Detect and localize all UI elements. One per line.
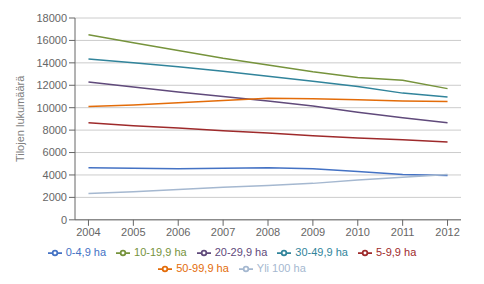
svg-text:0: 0 [61, 214, 67, 226]
svg-text:2000: 2000 [43, 191, 67, 203]
svg-text:16000: 16000 [36, 34, 67, 46]
html-text:0-4,9 ha: 0-4,9 ha [65, 245, 107, 258]
svg-text:2010: 2010 [346, 226, 370, 238]
svg-text:18000: 18000 [36, 12, 67, 24]
svg-text:2005: 2005 [121, 226, 145, 238]
html-text:50-99,9 ha: 50-99,9 ha [176, 261, 229, 274]
html-text:20-29,9 ha: 20-29,9 ha [214, 245, 268, 258]
svg-text:2012: 2012 [435, 226, 459, 238]
svg-text:2011: 2011 [391, 226, 415, 238]
svg-text:Tilojen lukumäärä: Tilojen lukumäärä [14, 75, 26, 162]
html-text:5-9,9 ha: 5-9,9 ha [375, 245, 417, 258]
svg-text:2007: 2007 [211, 226, 235, 238]
svg-text:2009: 2009 [301, 226, 325, 238]
svg-text:4000: 4000 [43, 169, 67, 181]
html-text:Yli 100 ha: Yli 100 ha [256, 261, 306, 274]
html-text:30-49,9 ha: 30-49,9 ha [295, 245, 348, 258]
svg-text:12000: 12000 [36, 79, 67, 91]
svg-text:2008: 2008 [256, 226, 280, 238]
html-text:10-19,9 ha: 10-19,9 ha [134, 245, 187, 258]
svg-text:8000: 8000 [43, 124, 67, 136]
svg-text:2004: 2004 [76, 226, 100, 238]
svg-text:14000: 14000 [36, 57, 67, 69]
svg-text:2006: 2006 [166, 226, 190, 238]
svg-text:6000: 6000 [43, 146, 67, 158]
svg-text:10000: 10000 [36, 102, 67, 114]
